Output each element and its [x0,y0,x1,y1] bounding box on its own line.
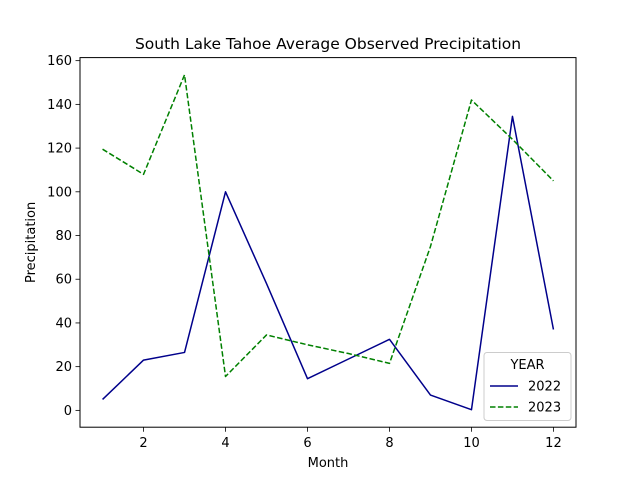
series-layer [102,74,555,411]
x-tick-label: 4 [221,436,229,451]
x-tick-label: 2 [139,436,147,451]
legend-label-2022: 2022 [528,380,561,395]
y-tick-label: 140 [47,98,72,113]
legend-box [483,352,572,421]
x-axis-ticks: 2 4 6 8 10 12 [139,427,562,451]
y-tick-label: 160 [47,54,72,69]
legend-label-2023: 2023 [528,401,561,416]
x-tick-label: 8 [385,436,393,451]
y-tick-label: 20 [55,360,72,375]
series-line-2022 [102,115,555,411]
x-tick-label: 10 [463,436,480,451]
x-axis-label: Month [308,456,349,471]
y-axis-ticks: 0 20 40 60 80 100 120 140 160 [47,54,80,419]
plot-frame [79,57,577,428]
y-axis-label: Precipitation [24,202,39,283]
x-tick-label: 6 [303,436,311,451]
legend: YEAR 2022 2023 [483,352,572,421]
y-tick-label: 80 [55,229,72,244]
y-tick-label: 60 [55,273,72,288]
x-tick-label: 12 [545,436,562,451]
chart-title: South Lake Tahoe Average Observed Precip… [135,35,521,53]
y-tick-label: 120 [47,142,72,157]
y-tick-label: 40 [55,316,72,331]
y-tick-label: 0 [64,404,72,419]
y-tick-label: 100 [47,185,72,200]
series-line-2023 [102,74,554,378]
legend-title: YEAR [509,358,544,373]
